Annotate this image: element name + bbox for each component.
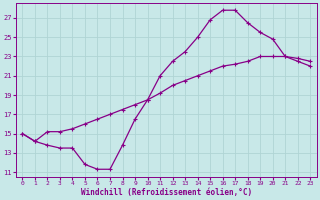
X-axis label: Windchill (Refroidissement éolien,°C): Windchill (Refroidissement éolien,°C) xyxy=(81,188,252,197)
